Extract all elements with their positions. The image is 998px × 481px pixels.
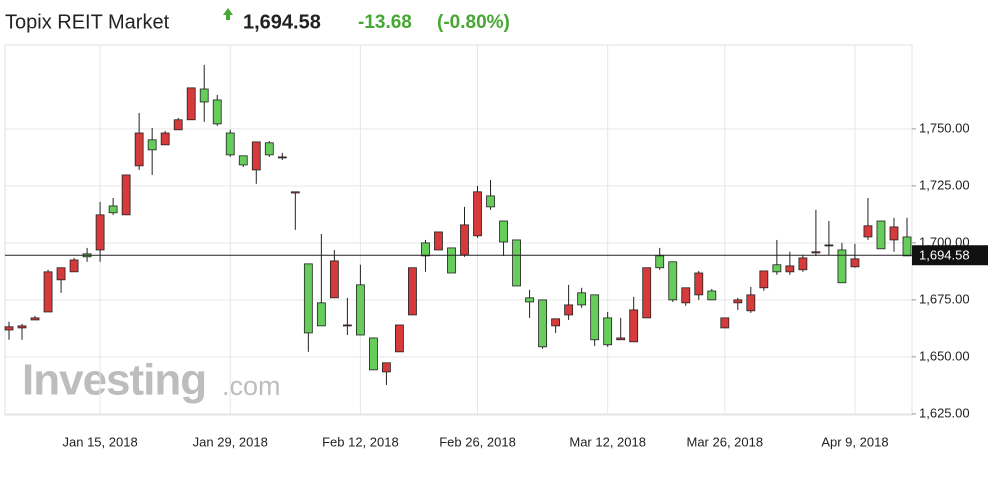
candle-body bbox=[655, 255, 665, 269]
x-tick-label: Jan 29, 2018 bbox=[193, 434, 268, 449]
candle-body bbox=[876, 220, 886, 250]
change: -13.68 bbox=[358, 12, 412, 33]
candle-body bbox=[316, 302, 326, 327]
candle-body bbox=[629, 309, 639, 343]
x-tick-label: Feb 26, 2018 bbox=[439, 434, 516, 449]
candle-body bbox=[238, 155, 248, 166]
watermark-brand: Investing bbox=[22, 356, 206, 405]
candle-body bbox=[30, 317, 40, 321]
y-tick-label: 1,625.00 bbox=[919, 405, 970, 420]
candle-body bbox=[421, 242, 430, 257]
candle-body bbox=[798, 257, 808, 271]
candle-body bbox=[395, 324, 404, 353]
candle-body bbox=[369, 337, 378, 371]
up-arrow-icon bbox=[223, 8, 233, 20]
candle-body bbox=[408, 267, 417, 316]
candle-body bbox=[460, 224, 469, 256]
candle-body bbox=[759, 270, 769, 289]
y-tick-label: 1,675.00 bbox=[919, 291, 970, 306]
candle-body bbox=[251, 141, 261, 171]
candle-body bbox=[95, 214, 105, 251]
candle-body bbox=[525, 297, 534, 303]
x-tick-label: Jan 15, 2018 bbox=[63, 434, 138, 449]
candle-body bbox=[434, 231, 443, 251]
candle-body bbox=[499, 220, 508, 243]
candle-body bbox=[173, 119, 183, 131]
plot-frame bbox=[4, 44, 913, 416]
candle-body bbox=[551, 318, 561, 327]
candle-body bbox=[707, 290, 717, 301]
candle-body bbox=[681, 287, 691, 304]
candle-body bbox=[694, 272, 704, 296]
candle-body bbox=[902, 236, 912, 257]
candle-body bbox=[303, 263, 313, 334]
candle-body bbox=[564, 304, 574, 316]
candle-body bbox=[342, 324, 352, 327]
last-price: 1,694.58 bbox=[243, 11, 321, 33]
candle-body bbox=[290, 191, 300, 194]
candle-body bbox=[720, 317, 730, 329]
candle-body bbox=[824, 244, 834, 247]
candle-body bbox=[121, 174, 131, 216]
candle-body bbox=[590, 294, 600, 341]
candle-body bbox=[772, 264, 782, 273]
x-tick-label: Mar 12, 2018 bbox=[569, 434, 646, 449]
candle-body bbox=[733, 299, 743, 304]
candle-body bbox=[43, 271, 53, 313]
candle-body bbox=[69, 259, 79, 273]
candle-body bbox=[212, 99, 222, 125]
x-tick-label: Apr 9, 2018 bbox=[821, 434, 888, 449]
candle-body bbox=[577, 292, 587, 306]
y-tick-label: 1,650.00 bbox=[919, 348, 970, 363]
candle-body bbox=[225, 132, 235, 156]
x-tick-label: Mar 26, 2018 bbox=[686, 434, 763, 449]
candle-body bbox=[863, 225, 873, 238]
candle-body bbox=[642, 267, 652, 319]
candle-body bbox=[56, 267, 66, 281]
candle-body bbox=[889, 226, 899, 241]
x-tick-label: Feb 12, 2018 bbox=[322, 434, 399, 449]
candle-body bbox=[329, 260, 339, 299]
candle-body bbox=[668, 261, 678, 301]
candle-body bbox=[811, 251, 821, 254]
candle-body bbox=[850, 258, 860, 268]
candle-body bbox=[17, 325, 27, 329]
candle-body bbox=[4, 326, 14, 331]
watermark-suffix: .com bbox=[222, 371, 281, 401]
y-tick-label: 1,725.00 bbox=[919, 177, 970, 192]
last-price-tag-label: 1,694.58 bbox=[919, 248, 970, 263]
candle-body bbox=[512, 239, 521, 287]
candle-body bbox=[447, 247, 456, 274]
candle-body bbox=[108, 205, 118, 214]
candle-body bbox=[616, 337, 626, 341]
candle-body bbox=[538, 299, 547, 348]
candle-body bbox=[785, 265, 795, 273]
candle-body bbox=[473, 191, 482, 237]
y-tick-label: 1,750.00 bbox=[919, 120, 970, 135]
candle-body bbox=[837, 249, 847, 284]
candle-body bbox=[186, 87, 196, 121]
candle-body bbox=[277, 156, 287, 159]
candle-body bbox=[160, 132, 170, 146]
change-percent: (-0.80%) bbox=[437, 12, 510, 33]
candle-body bbox=[355, 284, 365, 336]
chart-title: Topix REIT Market bbox=[5, 11, 170, 33]
candle-body bbox=[382, 362, 391, 373]
candle-body bbox=[147, 139, 157, 151]
candle-body bbox=[603, 317, 613, 346]
plot-layer: 1,625.001,650.001,675.001,700.001,725.00… bbox=[4, 45, 988, 449]
candle-body bbox=[134, 132, 144, 167]
candle-body bbox=[746, 294, 756, 312]
candle-body bbox=[199, 88, 209, 103]
candle-body bbox=[264, 142, 274, 156]
last-price-tag bbox=[912, 245, 988, 266]
candle-body bbox=[486, 195, 495, 208]
